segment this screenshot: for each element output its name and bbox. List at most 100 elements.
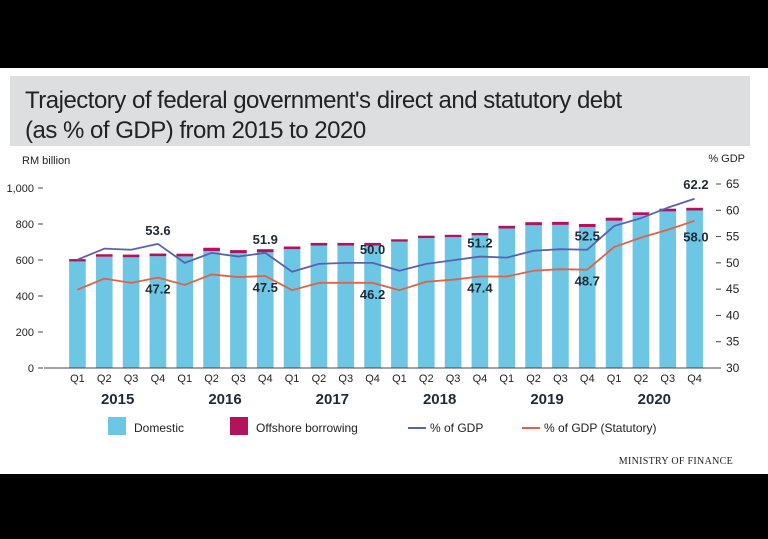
x-tick-label: Q3 <box>124 373 139 385</box>
year-label: 2020 <box>638 391 671 408</box>
bar-offshore <box>686 207 703 211</box>
bar-offshore <box>578 224 596 228</box>
right-tick-label: 55 <box>726 230 740 244</box>
left-tick-label: 600 <box>16 255 34 267</box>
x-tick-label: Q2 <box>634 373 649 385</box>
bar-domestic <box>149 256 167 368</box>
line-pct-gdp-statutory <box>77 219 695 292</box>
chart-title: Trajectory of federal government's direc… <box>25 86 622 146</box>
bar-domestic <box>176 256 194 368</box>
data-label: 46.2 <box>360 287 385 302</box>
bar-domestic <box>605 220 623 368</box>
x-tick-label: Q4 <box>258 373 273 385</box>
bar-offshore <box>417 235 435 239</box>
data-label: 50.0 <box>360 242 385 257</box>
year-label: 2018 <box>423 391 456 408</box>
right-axis: 30 35 40 45 50 55 60 65 <box>716 177 740 375</box>
bars <box>69 207 703 368</box>
bar-offshore <box>498 225 516 229</box>
x-tick-label: Q2 <box>526 373 541 385</box>
bar-offshore <box>230 250 247 254</box>
legend-label: Domestic <box>134 421 184 435</box>
right-axis-label: % GDP <box>708 153 745 165</box>
right-tick-label: 35 <box>726 335 740 349</box>
x-tick-label: Q1 <box>70 373 85 385</box>
lines <box>77 197 695 292</box>
x-tick-label: Q2 <box>419 373 434 385</box>
bar-offshore <box>283 246 301 250</box>
bar-offshore <box>256 249 274 253</box>
bar-domestic <box>283 249 301 368</box>
chart-panel: Trajectory of federal government's direc… <box>0 68 768 474</box>
bar-offshore <box>176 253 194 257</box>
left-tick-label: 400 <box>16 291 34 303</box>
bar-domestic <box>444 237 462 368</box>
bar-domestic <box>417 238 435 368</box>
bar-domestic <box>69 261 86 368</box>
bar-offshore <box>337 242 355 246</box>
legend-label: % of GDP (Statutory) <box>544 421 656 435</box>
bar-offshore <box>391 239 408 242</box>
bar-domestic <box>471 235 489 368</box>
x-tick-label: Q1 <box>285 373 300 385</box>
left-tick-label: 1,000 <box>6 183 34 195</box>
bar-domestic <box>498 228 516 368</box>
bar-offshore <box>95 254 113 257</box>
right-tick-label: 30 <box>726 361 740 375</box>
bar-offshore <box>552 221 569 225</box>
chart-title-line1: Trajectory of federal government's direc… <box>25 87 622 114</box>
line-pct-gdp <box>77 197 695 273</box>
bar-domestic <box>686 210 703 368</box>
bar-offshore <box>605 217 623 221</box>
bar-domestic <box>337 245 355 368</box>
bar-offshore <box>471 233 489 236</box>
data-label: 47.4 <box>467 281 493 296</box>
x-tick-label: Q3 <box>553 373 568 385</box>
bar-domestic <box>552 224 569 368</box>
bar-domestic <box>310 245 328 368</box>
bar-domestic <box>364 245 381 368</box>
x-tick-label: Q4 <box>151 373 166 385</box>
bar-offshore <box>525 222 542 226</box>
year-label: 2019 <box>530 391 563 408</box>
x-tick-label: Q3 <box>338 373 353 385</box>
bar-offshore <box>69 259 86 262</box>
x-tick-label: Q4 <box>580 373 595 385</box>
legend-item: Offshore borrowing <box>230 417 358 435</box>
left-tick-label: 0 <box>28 363 34 375</box>
data-label: 47.2 <box>145 282 170 297</box>
bar-domestic <box>391 241 408 368</box>
bar-offshore <box>122 254 140 258</box>
data-label: 62.2 <box>683 177 708 192</box>
left-tick-label: 800 <box>16 219 34 231</box>
right-tick-label: 60 <box>726 203 740 217</box>
right-tick-label: 45 <box>726 282 740 296</box>
x-tick-label: Q1 <box>392 373 407 385</box>
x-tick-label: Q2 <box>204 373 219 385</box>
x-tick-label: Q3 <box>660 373 675 385</box>
bar-offshore <box>203 247 220 251</box>
x-tick-label: Q4 <box>473 373 488 385</box>
x-tick-label: Q2 <box>312 373 327 385</box>
bar-domestic <box>632 215 650 368</box>
left-axis-label: RM billion <box>22 155 70 167</box>
x-axis: Q1 Q2 Q3 Q4 Q1 Q2 Q3 Q4 Q1 Q2 Q3 Q4 Q1 Q2 Q3 Q4 Q1 Q2 Q3 Q4… <box>44 367 716 408</box>
x-tick-label: Q3 <box>231 373 246 385</box>
x-tick-label: Q4 <box>365 373 380 385</box>
title-box: Trajectory of federal government's direc… <box>10 76 750 146</box>
bar-domestic <box>525 225 542 368</box>
left-axis: 0 200 400 600 800 1,000 <box>6 183 43 375</box>
right-tick-label: 40 <box>726 308 740 322</box>
right-tick-label: 50 <box>726 256 740 270</box>
legend-item: % of GDP (Statutory) <box>522 421 656 435</box>
x-tick-label: Q2 <box>97 373 112 385</box>
x-tick-label: Q1 <box>499 373 514 385</box>
x-tick-label: Q3 <box>446 373 461 385</box>
data-label: 53.6 <box>145 223 170 238</box>
bar-offshore <box>659 208 677 212</box>
bar-domestic <box>230 253 247 368</box>
x-tick-label: Q4 <box>687 373 702 385</box>
chart-svg: RM billion % GDP 0 200 400 600 800 1,000 30 35… <box>6 153 745 435</box>
bar-domestic <box>256 252 274 368</box>
x-tick-label: Q1 <box>607 373 622 385</box>
